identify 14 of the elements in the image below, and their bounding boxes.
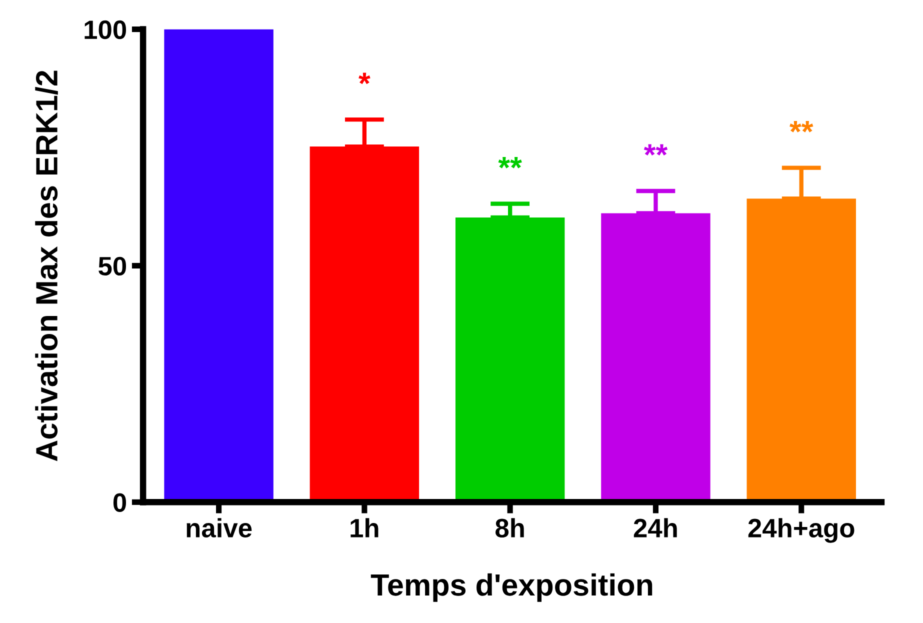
- annotation: **: [790, 121, 814, 132]
- y-tick-label: 50: [98, 256, 126, 276]
- annotation: *: [358, 72, 370, 84]
- x-tick-label: 24h: [634, 518, 677, 538]
- annotation: **: [644, 144, 668, 156]
- x-tick-label: 8h: [496, 518, 524, 538]
- x-tick-label: 1h: [350, 518, 378, 538]
- y-axis-title: Activation Max des ERK1/2: [35, 70, 58, 462]
- x-tick-label: naive: [186, 518, 252, 538]
- x-axis-title: Temps d'exposition: [370, 573, 652, 602]
- y-tick-label: 100: [84, 20, 126, 40]
- y-tick-label: 0: [113, 493, 126, 512]
- x-tick-label: 24h+ago: [748, 518, 854, 543]
- annotation: **: [498, 156, 522, 168]
